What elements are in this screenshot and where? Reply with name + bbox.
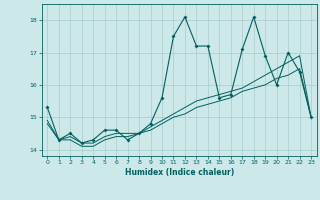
X-axis label: Humidex (Indice chaleur): Humidex (Indice chaleur) [124, 168, 234, 177]
